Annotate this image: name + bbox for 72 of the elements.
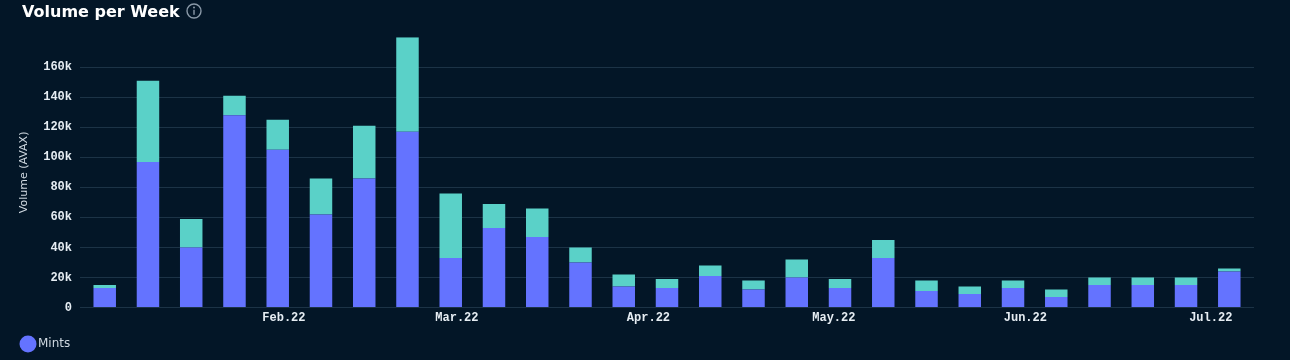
y-tick-label: 120k: [43, 120, 72, 135]
y-tick-label: 140k: [43, 90, 72, 105]
x-tick-label: Feb.22: [262, 310, 306, 325]
bar: [396, 131, 419, 308]
bar: [1218, 268, 1241, 272]
bar: [223, 95, 246, 116]
bar: [915, 280, 938, 292]
legend-label: Mints: [38, 336, 71, 351]
y-tick-label: 20k: [50, 270, 72, 285]
bar: [482, 227, 506, 308]
bar: [699, 265, 722, 277]
bar: [872, 240, 895, 259]
bar: [352, 178, 376, 308]
bar: [309, 178, 333, 215]
x-tick-label: Mar.22: [435, 310, 479, 325]
bar: [699, 276, 722, 308]
bar: [1174, 277, 1198, 286]
bar: [136, 161, 160, 308]
bar: [1088, 285, 1111, 308]
bar: [785, 277, 809, 308]
bar: [223, 115, 246, 308]
bar: [352, 125, 376, 179]
bar: [136, 80, 160, 162]
bar: [526, 237, 549, 308]
bar: [612, 274, 635, 287]
bar: [93, 288, 116, 308]
bar: [1001, 280, 1025, 289]
bar: [179, 218, 203, 248]
bar: [1131, 285, 1155, 308]
y-tick-label: 0: [64, 300, 72, 315]
x-tick-label: Apr.22: [626, 310, 671, 325]
bar: [915, 291, 938, 308]
bar: [1045, 297, 1068, 308]
bar: [439, 193, 462, 259]
bar: [612, 286, 635, 308]
bar: [828, 288, 852, 308]
bar: [828, 279, 852, 289]
bar: [439, 258, 462, 308]
y-tick-label: 60k: [50, 210, 72, 225]
bar: [958, 286, 982, 295]
bar: [179, 247, 203, 308]
bar: [742, 289, 765, 308]
y-axis-title: Volume (AVAX): [17, 131, 31, 214]
bar: [655, 288, 679, 308]
bar: [655, 279, 679, 289]
bar: [872, 258, 895, 308]
bar: [742, 280, 765, 290]
x-tick-label: Jul.22: [1189, 310, 1233, 325]
bar: [266, 119, 289, 150]
x-tick-label: Jun.22: [1003, 310, 1047, 325]
bar: [1131, 277, 1155, 286]
y-tick-label: 160k: [43, 60, 72, 75]
bar: [309, 214, 333, 308]
bar: [569, 247, 592, 263]
bar: [266, 149, 289, 308]
bar: [93, 285, 116, 289]
bar: [785, 259, 809, 278]
bar: [396, 37, 419, 132]
chart-title: Volume per Week: [22, 1, 180, 21]
bar: [1174, 285, 1198, 308]
bar: [1218, 271, 1241, 308]
bar: [569, 262, 592, 308]
bar: [1001, 288, 1025, 308]
bar: [526, 208, 549, 237]
x-tick-label: May.22: [812, 310, 856, 325]
bar: [958, 294, 982, 308]
bar: [1045, 289, 1068, 298]
y-tick-label: 80k: [50, 180, 72, 195]
y-tick-label: 40k: [50, 240, 72, 255]
bar: [1088, 277, 1111, 286]
bar: [482, 203, 506, 228]
y-tick-label: 100k: [43, 150, 72, 165]
